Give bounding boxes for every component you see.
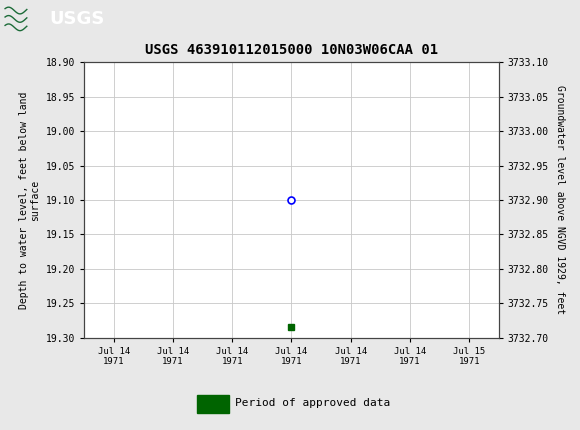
Text: Period of approved data: Period of approved data xyxy=(235,398,390,408)
Text: USGS: USGS xyxy=(49,10,104,28)
Y-axis label: Groundwater level above NGVD 1929, feet: Groundwater level above NGVD 1929, feet xyxy=(554,86,564,314)
Bar xyxy=(197,395,229,413)
Y-axis label: Depth to water level, feet below land
surface: Depth to water level, feet below land su… xyxy=(19,91,40,309)
Title: USGS 463910112015000 10N03W06CAA 01: USGS 463910112015000 10N03W06CAA 01 xyxy=(145,43,438,57)
